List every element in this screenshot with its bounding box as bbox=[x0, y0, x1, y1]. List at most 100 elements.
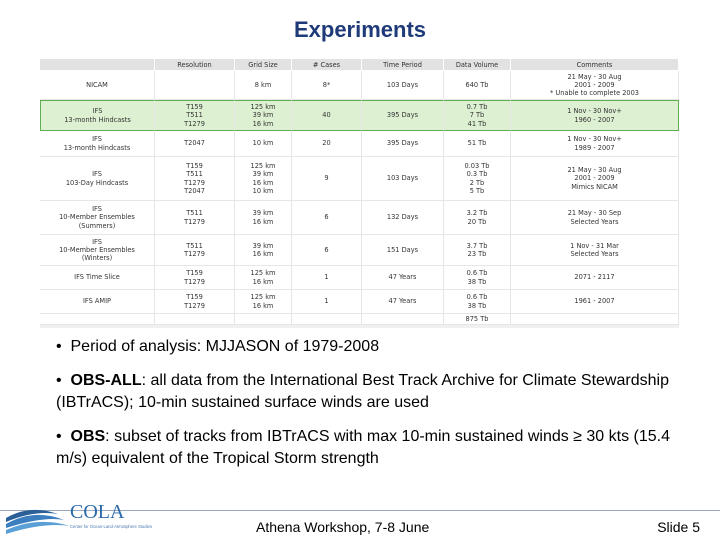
cell-line: 5 Tb bbox=[469, 186, 485, 195]
table-cell: 0.7 Tb 7 Tb 41 Tb bbox=[444, 100, 511, 131]
table-row: IFS 13-month Hindcasts T159 T511 T1279 125 km… bbox=[40, 100, 679, 131]
cell-line: 47 Years bbox=[388, 297, 417, 306]
cell-line: 8* bbox=[322, 80, 331, 89]
cell-line: 39 km bbox=[252, 170, 274, 179]
bullet-item: • Period of analysis: MJJASON of 1979-20… bbox=[56, 336, 696, 358]
table-cell: 151 Days bbox=[362, 235, 444, 266]
cell-line: 39 km bbox=[252, 111, 274, 120]
cell-line: 8 km bbox=[254, 80, 272, 89]
cell-line: 0.7 Tb bbox=[466, 103, 488, 112]
table-row: IFS 10-Member Ensembles (Summers) T511 T1279… bbox=[40, 201, 679, 235]
cell-line: 1 Nov - 31 Mar bbox=[570, 241, 619, 250]
cell-line: 0.6 Tb bbox=[466, 269, 488, 278]
cell-line: 16 km bbox=[252, 301, 274, 310]
table-cell: 21 May - 30 Sep Selected Years bbox=[511, 201, 679, 235]
table-cell: T2047 bbox=[155, 131, 235, 157]
logo-text: COLA bbox=[70, 501, 125, 523]
cell-line: 16 km bbox=[252, 277, 274, 286]
cell-line: T1279 bbox=[184, 217, 205, 226]
table-cell: IFS 10-Member Ensembles (Winters) bbox=[40, 235, 155, 266]
table-cell: 1 Nov - 30 Nov+ 1960 - 2007 bbox=[511, 100, 679, 131]
cell-line: 10-Member Ensembles bbox=[59, 213, 135, 222]
bullet-marker: • bbox=[56, 372, 62, 389]
bullet-marker: • bbox=[56, 338, 62, 355]
cell-line: 395 Days bbox=[386, 139, 419, 148]
table-cell: T511 T1279 bbox=[155, 235, 235, 266]
cell-line: Mimics NICAM bbox=[571, 182, 618, 191]
cell-line: 875 Tb bbox=[465, 314, 489, 323]
cell-line: 13-month Hindcasts bbox=[64, 115, 131, 124]
cell-line: 23 Tb bbox=[467, 250, 487, 258]
cell-line: T511 bbox=[186, 170, 203, 179]
footer-event: Athena Workshop, 7-8 June bbox=[256, 519, 430, 535]
cell-line: (Winters) bbox=[81, 254, 113, 263]
bullet-text: : subset of tracks from IBTrACS with max… bbox=[56, 428, 671, 467]
table-cell: 640 Tb bbox=[444, 71, 511, 100]
cell-line: 16 km bbox=[252, 250, 274, 258]
column-header: Resolution bbox=[155, 59, 235, 71]
table-cell: T159 T511 T1279 bbox=[155, 100, 235, 131]
table-cell: 1 Nov - 31 Mar Selected Years bbox=[511, 235, 679, 266]
table-cell: T159 T1279 bbox=[155, 290, 235, 314]
footer-divider bbox=[0, 510, 720, 511]
table-cell: 103 Days bbox=[362, 157, 444, 201]
table-cell: 395 Days bbox=[362, 131, 444, 157]
cell-line: 2001 - 2009 bbox=[574, 80, 615, 89]
cell-line: 6 bbox=[324, 245, 329, 254]
cell-line: 103-Day Hindcasts bbox=[65, 178, 129, 187]
table-cell: IFS 13-month Hindcasts bbox=[40, 131, 155, 157]
cell-line: T1279 bbox=[184, 178, 205, 187]
cell-line: 3.2 Tb bbox=[466, 209, 488, 218]
column-header: Comments bbox=[511, 59, 679, 71]
cell-line: 1960 - 2007 bbox=[574, 115, 615, 124]
bullet-marker: • bbox=[56, 428, 62, 445]
cell-line: 1 bbox=[324, 273, 329, 282]
cell-line: 132 Days bbox=[386, 213, 419, 222]
cell-line: T1279 bbox=[184, 301, 205, 310]
cell-line: T1279 bbox=[184, 277, 205, 286]
cell-line: * Unable to complete 2003 bbox=[550, 89, 639, 98]
cell-line: 39 km bbox=[252, 241, 274, 250]
cell-line: IFS bbox=[92, 237, 102, 246]
cell-line: 1 Nov - 30 Nov+ bbox=[567, 107, 622, 116]
table-cell: 125 km 16 km bbox=[235, 290, 292, 314]
cell-line: T159 bbox=[186, 293, 203, 302]
cell-line: 0.03 Tb bbox=[464, 162, 490, 171]
table-cell bbox=[155, 314, 235, 325]
table-cell: 125 km 16 km bbox=[235, 266, 292, 290]
column-header bbox=[40, 59, 155, 71]
cell-line: IFS bbox=[92, 107, 103, 116]
table-cell: IFS 103-Day Hindcasts bbox=[40, 157, 155, 201]
table-cell: 1961 - 2007 bbox=[511, 290, 679, 314]
logo-subtext: Center for Ocean-Land-Atmosphere Studies bbox=[70, 524, 152, 529]
table-cell bbox=[40, 314, 155, 325]
cell-line: 13-month Hindcasts bbox=[63, 143, 131, 152]
cell-line: 6 bbox=[324, 213, 329, 222]
table-cell: 395 Days bbox=[362, 100, 444, 131]
table-row: IFS 13-month Hindcasts T2047 10 km 20 395 Day… bbox=[40, 131, 679, 157]
cell-line: 2001 - 2009 bbox=[574, 174, 615, 183]
cell-line: 16 km bbox=[252, 178, 274, 187]
table-cell: 8* bbox=[292, 71, 362, 100]
table-cell: 47 Years bbox=[362, 266, 444, 290]
experiments-table-container: Resolution Grid Size # Cases Time Period Dat… bbox=[40, 59, 679, 328]
table-cell: 10 km bbox=[235, 131, 292, 157]
table-row: NICAM 8 km 8* 103 Days 640 Tb 21 May - 30 Aug… bbox=[40, 71, 679, 100]
table-cell: 2071 - 2117 bbox=[511, 266, 679, 290]
table-cell: T159 T511 T1279 T2047 bbox=[155, 157, 235, 201]
bullet-term: OBS-ALL bbox=[70, 372, 142, 389]
table-cell: 125 km 39 km 16 km 10 km bbox=[235, 157, 292, 201]
table-cell: NICAM bbox=[40, 71, 155, 100]
cell-line: 21 May - 30 Aug bbox=[567, 72, 622, 81]
cell-line: IFS bbox=[92, 135, 102, 144]
cell-line: T159 bbox=[186, 162, 203, 171]
table-row: IFS 10-Member Ensembles (Winters) T511 T1279… bbox=[40, 235, 679, 266]
cell-line: 640 Tb bbox=[465, 80, 489, 89]
bullet-item: • OBS: subset of tracks from IBTrACS wit… bbox=[56, 426, 696, 470]
cell-line: 2 Tb bbox=[469, 178, 485, 187]
table-cell: 1 bbox=[292, 290, 362, 314]
cell-line: 125 km bbox=[250, 269, 276, 278]
cell-line: 103 Days bbox=[386, 174, 419, 183]
table-cell: 132 Days bbox=[362, 201, 444, 235]
cell-line: IFS Time Slice bbox=[74, 273, 120, 282]
